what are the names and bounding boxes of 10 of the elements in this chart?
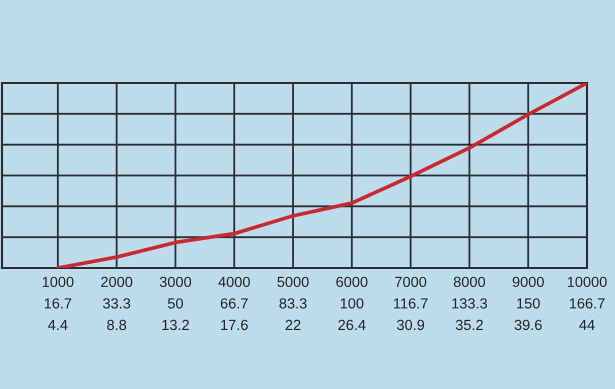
x-tick-label: 10000 166.7 44	[568, 276, 607, 330]
x-tick-label: 3000 50 13.2	[160, 276, 192, 330]
x-tick-label: 1000 16.7 4.4	[42, 276, 74, 330]
x-tick-label: 4000 66.7 17.6	[218, 276, 250, 330]
x-tick-label: 8000 133.3 35.2	[452, 276, 488, 330]
x-tick-label: 2000 33.3 8.8	[101, 276, 132, 330]
x-tick-label: 6000 100 26.4	[336, 276, 368, 330]
x-tick-label: 5000 83.3 22	[277, 276, 309, 330]
x-tick-label: 7000 116.7 30.9	[394, 276, 428, 330]
x-tick-label: 9000 150 39.6	[512, 276, 544, 330]
